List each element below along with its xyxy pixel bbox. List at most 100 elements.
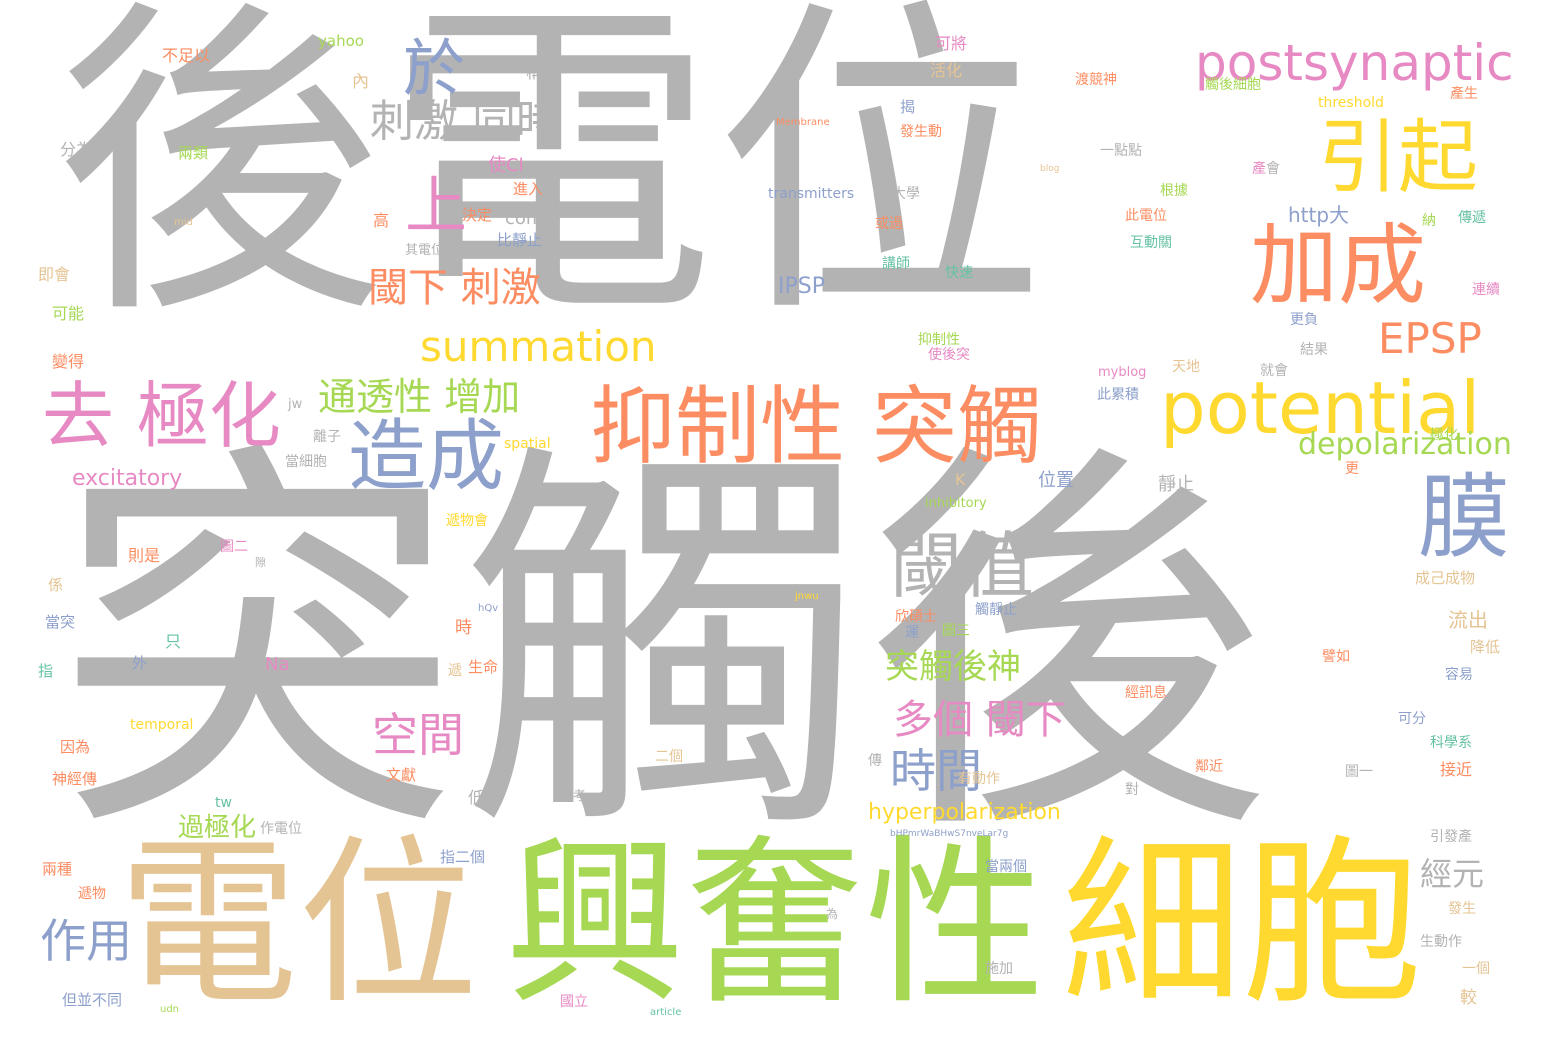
- word: 科學系: [1430, 735, 1472, 751]
- word: 二個: [655, 749, 683, 765]
- word: 但並不同: [62, 991, 123, 1009]
- word: 引起: [1318, 111, 1478, 204]
- word: 產: [1252, 161, 1266, 177]
- word: 使Cl: [488, 155, 524, 176]
- word: 可能: [52, 304, 85, 323]
- word: 揭: [900, 98, 916, 116]
- word: Membrane: [776, 117, 830, 128]
- word: 刺激 同時: [370, 96, 560, 147]
- word: 互動關: [1130, 235, 1172, 251]
- word: transmitters: [768, 186, 855, 202]
- word: EPSP: [1378, 314, 1482, 363]
- word: 決定: [462, 206, 493, 224]
- word: 活化: [930, 61, 963, 80]
- word: http大: [1288, 203, 1350, 227]
- word: 時間: [890, 744, 982, 798]
- word: 講師: [882, 256, 910, 272]
- word: 係: [48, 576, 64, 594]
- word: 抑制性: [918, 332, 960, 348]
- word: 過極化: [178, 813, 257, 843]
- word: 為: [826, 907, 839, 921]
- word: 根據: [1160, 183, 1188, 199]
- word: 師大學: [878, 186, 920, 202]
- word: 靜止: [1158, 474, 1194, 495]
- word: 遞物會: [446, 513, 488, 529]
- word: 文獻: [386, 766, 417, 784]
- word: 作用: [40, 914, 132, 968]
- word: excitatory: [72, 466, 183, 491]
- word: 只: [165, 632, 182, 651]
- word: myblog: [1098, 365, 1147, 380]
- word: blog: [1040, 164, 1060, 174]
- word: 生命: [468, 658, 499, 676]
- word: 即會: [38, 265, 71, 284]
- word: 傳遞: [1458, 210, 1486, 226]
- word: 造成: [348, 412, 505, 502]
- word: 比靜止: [497, 231, 543, 249]
- word: 結果: [1300, 342, 1328, 358]
- word: 突觸後神: [885, 647, 1021, 687]
- word: 引發產: [1430, 829, 1472, 845]
- word: depolarization: [1298, 427, 1512, 462]
- word: K: [955, 470, 966, 489]
- word: 極化: [1430, 427, 1458, 443]
- word: 渡競神: [1075, 72, 1117, 88]
- word: 一點點: [1100, 143, 1142, 159]
- word: 經訊息: [1125, 685, 1167, 701]
- word: postsynaptic: [1195, 34, 1514, 92]
- word: 高: [373, 211, 390, 230]
- word: 納: [1422, 213, 1436, 229]
- word: 圖一: [1345, 764, 1373, 780]
- word: 運: [905, 625, 919, 641]
- word: spatial: [504, 436, 551, 452]
- word: 隙: [255, 556, 266, 569]
- word: 時: [455, 618, 472, 638]
- word: 接近: [1440, 760, 1473, 779]
- word: jw: [288, 397, 303, 412]
- word: 成己成物: [1415, 569, 1476, 587]
- word: 容易: [1445, 667, 1473, 683]
- word: 觸後細胞: [1205, 77, 1261, 93]
- word: 當兩個: [985, 859, 1027, 875]
- word: 較: [1460, 988, 1477, 1008]
- word: 變得: [52, 352, 85, 371]
- word: 膜: [1418, 464, 1511, 571]
- word: 圖二: [220, 539, 248, 555]
- word: 作電位: [260, 821, 302, 837]
- word: 流出: [1448, 608, 1488, 632]
- word: 就會: [1260, 363, 1288, 379]
- word: 傳: [868, 753, 882, 769]
- word: 產生: [1450, 86, 1478, 102]
- word: com: [505, 208, 544, 229]
- word: 遞: [448, 663, 462, 679]
- word: 生動作: [1420, 934, 1462, 950]
- word: 可將: [935, 34, 968, 53]
- word: 突觸後: [55, 411, 1270, 883]
- word: 進入: [513, 180, 544, 198]
- word: inhibitory: [925, 496, 987, 511]
- word: 此電位: [1125, 208, 1167, 224]
- word: 更: [1345, 461, 1359, 477]
- word: 閾下 刺激: [368, 265, 541, 311]
- word: 會: [1266, 161, 1280, 177]
- word: 快速: [945, 265, 973, 281]
- word: 當突: [45, 613, 76, 631]
- word: 經元: [1420, 855, 1485, 893]
- word: 細胞: [1062, 820, 1423, 1029]
- word: article: [650, 1007, 682, 1018]
- word: 去 極化: [42, 374, 281, 458]
- word: hQv: [478, 603, 499, 614]
- word: 其電位: [405, 243, 445, 258]
- word: 通透性 增加: [318, 375, 521, 419]
- word: Na: [265, 654, 290, 675]
- word: 離子: [313, 429, 341, 445]
- word: 天地: [1172, 359, 1200, 375]
- word: 抑制性 突觸: [590, 378, 1043, 477]
- word: 分為: [60, 140, 93, 159]
- word: 低: [468, 788, 485, 807]
- word: 一個: [1462, 961, 1490, 977]
- word: 神經傳: [52, 770, 98, 788]
- word: 指: [38, 662, 54, 680]
- word: 發生動: [900, 124, 942, 140]
- word: udn: [160, 1004, 180, 1015]
